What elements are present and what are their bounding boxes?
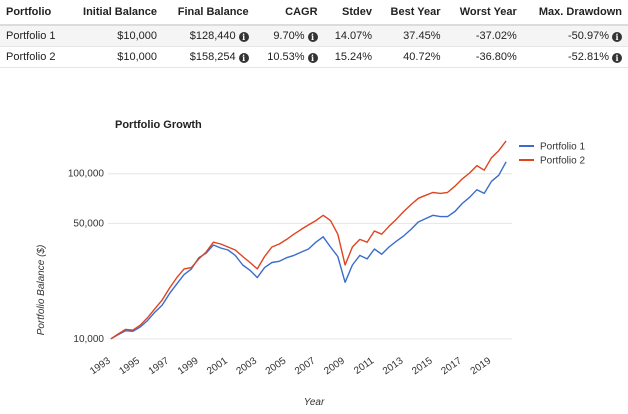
x-tick-label: 2001	[205, 355, 230, 377]
cell-value: 10.53%	[267, 51, 305, 63]
y-tick-label: 100,000	[68, 169, 105, 180]
x-tick-label: 2015	[410, 355, 435, 377]
x-tick-label: 2007	[293, 355, 318, 377]
cell-max-drawdown: -52.81% i	[522, 46, 628, 68]
cell-value: -52.81%	[568, 51, 609, 63]
x-tick-label: 2009	[322, 355, 347, 377]
cell-stdev: 15.24%	[323, 46, 379, 68]
y-tick-label: 10,000	[73, 334, 104, 345]
info-circle-icon[interactable]: i	[307, 32, 318, 42]
cell-stdev: 14.07%	[323, 25, 379, 47]
chart-title: Portfolio Growth	[115, 119, 202, 131]
cell-worst-year: -36.80%	[446, 46, 523, 68]
table-row: Portfolio 1 $10,000 $128,440 i 9.70% i 14.…	[0, 25, 628, 47]
x-tick-label: 2019	[469, 355, 494, 377]
cell-value: -50.97%	[568, 30, 609, 42]
header-worst-year[interactable]: Worst Year	[446, 0, 523, 26]
cell-cagr: 9.70% i	[254, 25, 324, 47]
cell-initial-balance: $10,000	[68, 46, 164, 68]
cell-final-balance: $128,440 i	[163, 25, 255, 47]
cell-best-year: 37.45%	[378, 25, 447, 47]
info-circle-icon[interactable]: i	[612, 53, 622, 63]
header-best-year[interactable]: Best Year	[378, 0, 447, 26]
x-tick-label: 1995	[117, 355, 142, 377]
header-stdev[interactable]: Stdev	[323, 0, 379, 26]
y-tick-label: 50,000	[73, 218, 104, 229]
x-tick-label: 1997	[147, 355, 172, 377]
x-tick-label: 2011	[352, 355, 376, 377]
y-axis-label: Portfolio Balance ($)	[36, 245, 47, 336]
cell-best-year: 40.72%	[378, 46, 447, 68]
table-header-row: Portfolio Initial Balance Final Balance …	[0, 0, 628, 26]
cell-cagr: 10.53% i	[254, 46, 324, 68]
series-lines	[110, 140, 507, 340]
legend-label[interactable]: Portfolio 1	[540, 142, 585, 153]
cell-final-balance: $158,254 i	[163, 46, 255, 68]
cell-portfolio: Portfolio 1	[0, 25, 68, 47]
cell-max-drawdown: -50.97% i	[522, 25, 628, 47]
cell-value: $158,254	[189, 51, 236, 63]
x-tick-label: 2013	[381, 355, 406, 377]
info-circle-icon[interactable]: i	[612, 32, 622, 42]
info-circle-icon[interactable]: i	[307, 53, 318, 63]
header-portfolio[interactable]: Portfolio	[0, 0, 68, 26]
x-axis-ticks: 1993 1995 1997 1999 2001 2003 2005 2007 2009 2011…	[88, 355, 493, 377]
portfolio-growth-chart: Portfolio Growth 10,000 50,000 100,000 199…	[36, 119, 585, 408]
series-line-portfolio-1[interactable]	[110, 161, 507, 340]
legend[interactable]: Portfolio 1 Portfolio 2	[519, 142, 585, 167]
x-tick-label: 1993	[88, 355, 113, 377]
x-tick-label: 1999	[176, 355, 201, 377]
cell-initial-balance: $10,000	[68, 25, 164, 47]
cell-value: $128,440	[189, 30, 236, 42]
cell-value: 9.70%	[273, 30, 305, 42]
legend-label[interactable]: Portfolio 2	[540, 156, 585, 167]
header-initial-balance[interactable]: Initial Balance	[68, 0, 164, 26]
header-cagr[interactable]: CAGR	[254, 0, 324, 26]
x-tick-label: 2003	[234, 355, 259, 377]
header-max-drawdown[interactable]: Max. Drawdown	[522, 0, 628, 26]
x-tick-label: 2017	[439, 355, 464, 377]
summary-table: Portfolio Initial Balance Final Balance …	[0, 0, 628, 68]
x-axis-label: Year	[304, 397, 325, 408]
x-tick-label: 2005	[264, 355, 289, 377]
series-line-portfolio-2[interactable]	[110, 140, 507, 340]
cell-worst-year: -37.02%	[446, 25, 523, 47]
cell-portfolio: Portfolio 2	[0, 46, 68, 68]
table-row: Portfolio 2 $10,000 $158,254 i 10.53% i 15…	[0, 46, 628, 68]
info-circle-icon[interactable]: i	[238, 32, 249, 42]
grid	[108, 173, 512, 340]
y-axis-ticks: 10,000 50,000 100,000	[68, 169, 105, 345]
info-circle-icon[interactable]: i	[238, 53, 249, 63]
header-final-balance[interactable]: Final Balance	[163, 0, 255, 26]
